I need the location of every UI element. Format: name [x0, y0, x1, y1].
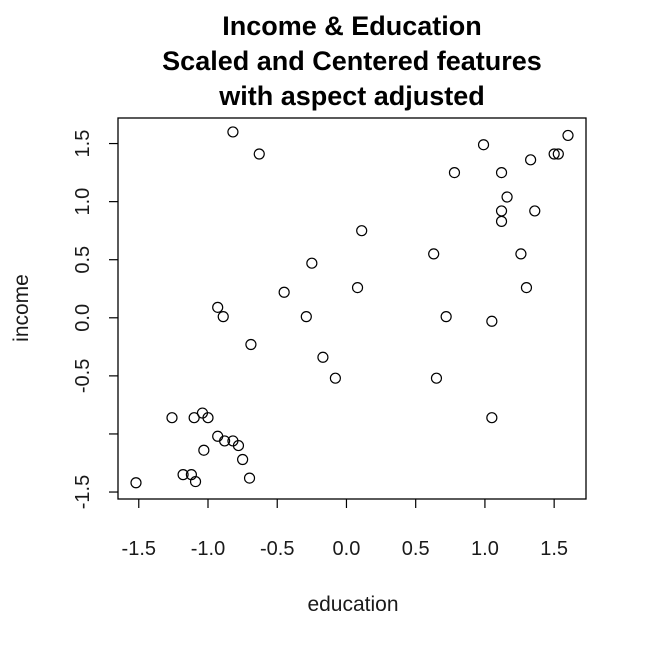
y-axis: -1.5 -0.5 0.0 0.5 1.0 1.5 — [72, 130, 118, 509]
chart-title-line-1: Income & Education — [222, 11, 482, 41]
data-point — [300, 311, 312, 323]
data-point — [486, 315, 498, 327]
data-point — [448, 166, 461, 179]
x-axis: -1.5 -1.0 -0.5 0.0 0.5 1.0 1.5 — [122, 499, 568, 560]
chart-title-line-2: Scaled and Centered features — [162, 46, 542, 76]
y-tick-label: 1.5 — [72, 130, 94, 158]
data-point — [486, 412, 498, 424]
y-axis-label: income — [10, 274, 33, 342]
data-point — [529, 205, 541, 217]
data-point — [477, 139, 490, 151]
data-point — [515, 248, 527, 260]
x-tick-label: -0.5 — [260, 538, 294, 560]
data-point — [548, 148, 560, 160]
plot-frame — [117, 117, 587, 500]
data-point — [525, 154, 537, 166]
data-point — [317, 351, 329, 363]
data-point — [219, 435, 231, 447]
y-tick-label: -1.5 — [72, 475, 94, 509]
x-axis-label: education — [307, 593, 398, 616]
data-point — [237, 453, 249, 466]
data-point — [227, 126, 239, 138]
data-point — [329, 372, 341, 384]
chart-title: Income & Education Scaled and Centered f… — [162, 11, 542, 111]
chart-title-line-3: with aspect adjusted — [218, 81, 485, 111]
data-point — [177, 469, 189, 481]
data-points — [130, 126, 574, 489]
data-point — [198, 444, 210, 456]
x-tick-label: 1.0 — [471, 538, 499, 560]
data-point — [495, 166, 508, 179]
data-point — [253, 148, 265, 160]
data-point — [189, 475, 202, 488]
data-point — [495, 215, 508, 227]
data-point — [520, 281, 533, 294]
data-point — [202, 412, 214, 424]
data-point — [217, 311, 229, 323]
data-point — [243, 472, 256, 484]
data-point — [245, 338, 257, 351]
data-point — [562, 129, 574, 142]
data-point — [212, 430, 224, 442]
x-tick-label: -1.0 — [191, 538, 225, 560]
data-point — [306, 257, 318, 269]
x-tick-label: 0.5 — [402, 538, 430, 560]
data-point — [495, 205, 508, 217]
data-point — [428, 248, 440, 260]
data-point — [501, 191, 513, 203]
data-point — [278, 286, 290, 298]
x-tick-label: 0.0 — [333, 538, 361, 560]
data-point — [130, 477, 142, 489]
data-point — [188, 412, 200, 424]
y-tick-label: 0.5 — [72, 246, 94, 274]
data-point — [356, 225, 368, 237]
data-point — [552, 148, 564, 160]
x-tick-label: 1.5 — [540, 538, 568, 560]
data-point — [212, 301, 224, 313]
data-point — [166, 412, 178, 424]
y-tick-label: 1.0 — [72, 188, 94, 216]
data-point — [440, 311, 452, 323]
x-tick-label: -1.5 — [122, 538, 156, 560]
y-tick-label: 0.0 — [72, 304, 94, 332]
y-tick-label: -0.5 — [72, 359, 94, 393]
data-point — [430, 372, 443, 384]
data-point — [351, 281, 364, 294]
data-point — [232, 439, 245, 452]
